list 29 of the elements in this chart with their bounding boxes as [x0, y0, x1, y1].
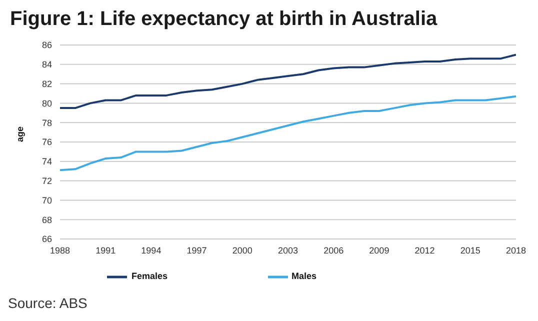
- legend-label: Females: [131, 271, 168, 282]
- source-note: Source: ABS: [8, 295, 88, 311]
- y-tick-label: 86: [42, 40, 52, 50]
- x-tick-label: 1997: [186, 245, 207, 256]
- x-tick-label: 2012: [414, 245, 435, 256]
- y-axis-title: age: [15, 126, 26, 142]
- x-tick-label: 2009: [369, 245, 390, 256]
- y-tick-label: 66: [42, 234, 52, 244]
- y-tick-label: 82: [42, 78, 52, 89]
- line-series: [60, 54, 516, 110]
- y-tick-label: 80: [42, 98, 52, 108]
- y-tick-label: 70: [42, 195, 52, 206]
- chart-title: Figure 1: Life expectancy at birth in Australia: [10, 8, 438, 31]
- x-tick-label: 2015: [460, 245, 480, 256]
- y-tick-label: 76: [42, 137, 52, 148]
- x-tick-label: 1994: [141, 245, 162, 256]
- y-tick-label: 68: [42, 214, 52, 225]
- x-tick-label: 2003: [278, 245, 298, 256]
- x-tick-label: 2000: [232, 245, 252, 256]
- x-tick-label: 1991: [96, 245, 116, 256]
- y-tick-label: 72: [42, 176, 52, 186]
- y-tick-label: 74: [42, 156, 52, 167]
- x-tick-label: 2018: [506, 245, 526, 256]
- line-series: [60, 95, 516, 172]
- x-tick-label: 2006: [324, 245, 344, 256]
- legend-label: Males: [292, 271, 317, 282]
- x-tick-label: 1988: [50, 245, 70, 256]
- y-tick-label: 84: [42, 60, 52, 70]
- y-tick-label: 78: [42, 118, 52, 128]
